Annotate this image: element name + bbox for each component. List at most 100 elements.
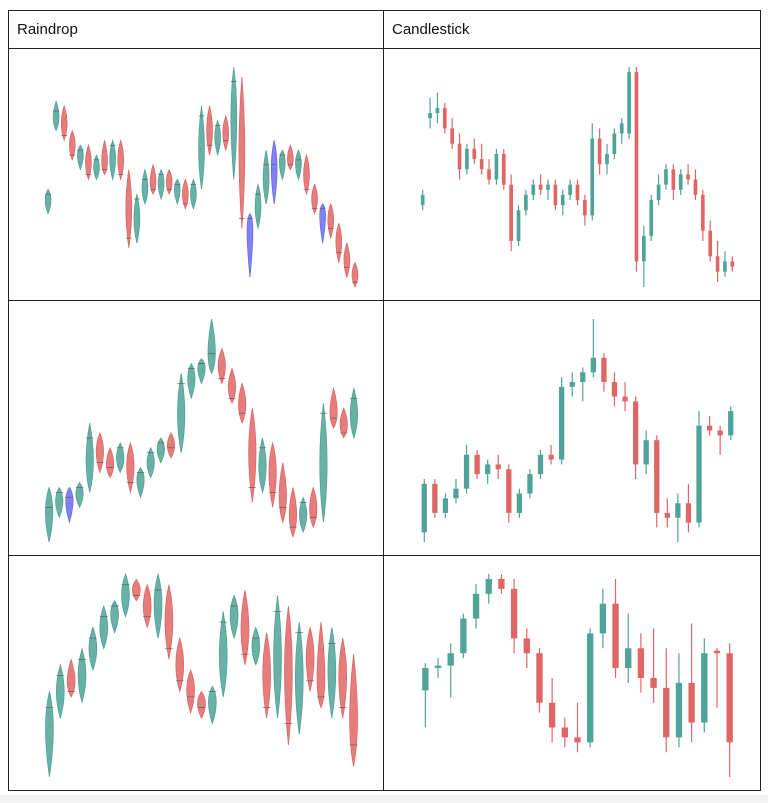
candle-body: [642, 235, 646, 262]
candle-body: [649, 200, 654, 236]
candle-body: [730, 261, 735, 267]
raindrop: [251, 626, 261, 666]
raindrop: [270, 140, 278, 204]
candle-body: [634, 72, 639, 262]
raindrop: [77, 647, 87, 704]
raindrop: [254, 182, 262, 230]
raindrop: [299, 496, 308, 534]
raindrop: [295, 149, 302, 181]
raindrop: [238, 76, 246, 229]
candle-body: [472, 148, 477, 160]
candle-body: [553, 184, 558, 206]
candle-body: [597, 138, 602, 165]
raindrop: [262, 632, 271, 719]
candle-body: [587, 633, 594, 743]
candle-body: [663, 687, 670, 738]
raindrop: [164, 584, 174, 660]
raindrop: [335, 222, 343, 265]
raindrop: [65, 486, 74, 524]
candle-body: [619, 123, 624, 134]
raindrop: [303, 153, 310, 196]
candle-body: [622, 396, 628, 402]
candle-body: [717, 430, 723, 436]
candle-body: [708, 230, 713, 257]
raindrop: [136, 466, 145, 499]
raindrop: [284, 606, 293, 745]
raindrop: [240, 589, 250, 665]
raindrop: [55, 663, 65, 720]
raindrop: [182, 178, 189, 210]
raindrop: [55, 486, 64, 519]
raindrop: [133, 194, 141, 244]
raindrop: [273, 595, 282, 719]
candle-body: [580, 372, 586, 383]
raindrop: [165, 168, 173, 196]
header-cell: Candlestick: [383, 10, 761, 49]
candle-body: [510, 588, 518, 639]
candle-body: [612, 603, 619, 669]
raindrop: [75, 481, 84, 509]
raindrop: [287, 144, 294, 171]
raindrop: [319, 403, 328, 523]
candle-body: [723, 261, 727, 272]
candle-body: [546, 184, 550, 190]
chart-cell: [383, 300, 761, 556]
raindrop: [141, 168, 149, 205]
candle-body: [627, 72, 631, 134]
candle-body: [537, 454, 544, 475]
raindrop: [262, 150, 270, 204]
candle-body: [485, 464, 491, 475]
raindrop: [142, 583, 152, 629]
candle-body: [538, 184, 543, 190]
raindrop: [214, 119, 221, 157]
raindrop: [187, 362, 196, 400]
raindrop: [338, 638, 348, 719]
candle-body: [474, 454, 480, 475]
candle-body: [501, 153, 506, 185]
candle-body: [590, 357, 596, 373]
candle-body: [612, 133, 617, 154]
candle-body: [569, 382, 575, 387]
raindrop: [77, 144, 84, 171]
raindrop: [349, 386, 358, 440]
candle-body: [625, 648, 632, 669]
candle-body: [568, 184, 572, 195]
candle-body: [516, 210, 521, 241]
candle-body: [434, 665, 442, 669]
raindrop: [85, 143, 92, 181]
chart-cell: [383, 555, 761, 791]
candle-body: [428, 113, 432, 119]
candle-body: [460, 618, 467, 654]
candle-body: [447, 653, 454, 666]
candle-body: [509, 184, 513, 241]
raindrop: [126, 441, 135, 494]
raindrop-chart: [45, 318, 358, 543]
candle-body: [599, 603, 607, 634]
raindrop: [329, 386, 338, 429]
chart-cell: [8, 48, 384, 301]
candle-body: [420, 194, 425, 206]
raindrop: [248, 408, 257, 503]
candle-body: [654, 440, 660, 513]
candle-body: [523, 638, 530, 654]
candle-body: [560, 194, 565, 206]
raindrop: [278, 462, 287, 524]
raindrop: [198, 106, 205, 190]
candle-body: [713, 650, 721, 654]
raindrop: [93, 154, 100, 181]
raindrop: [197, 358, 206, 385]
raindrop: [238, 382, 247, 425]
candle-body: [524, 194, 528, 211]
chart-cell: [383, 48, 761, 301]
raindrop: [60, 104, 68, 142]
raindrop: [319, 203, 326, 244]
candle-body: [715, 256, 720, 272]
raindrop: [316, 622, 326, 709]
raindrop: [197, 690, 206, 720]
raindrop: [230, 66, 238, 180]
raindrop: [227, 367, 237, 405]
chart-cell: [8, 300, 384, 556]
chart-cell: [8, 555, 384, 791]
candle-body: [465, 148, 469, 170]
candle-body: [479, 159, 484, 170]
